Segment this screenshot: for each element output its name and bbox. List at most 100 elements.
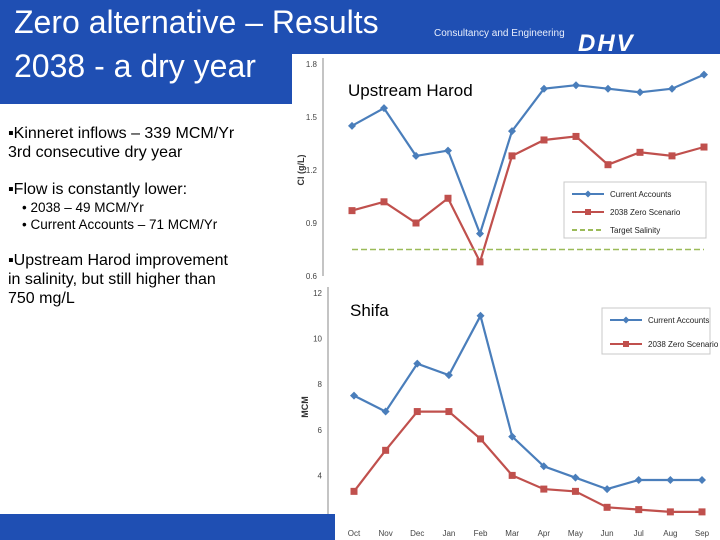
data-point <box>603 503 611 511</box>
slide-title: Zero alternative – Results 2038 - a dry … <box>14 4 379 84</box>
data-point <box>698 508 706 516</box>
data-point <box>571 473 580 482</box>
y-tick-label: 10 <box>313 335 322 344</box>
y-tick-label: 1.5 <box>306 113 318 122</box>
company-tagline: Consultancy and Engineering <box>434 28 565 39</box>
y-tick-label: 1.2 <box>306 166 318 175</box>
chart-title: Upstream Harod <box>348 81 473 100</box>
legend-label: Current Accounts <box>610 190 671 199</box>
data-point <box>476 229 484 238</box>
bullet-harod-cont: in salinity, but still higher than <box>8 271 216 288</box>
y-tick-label: 8 <box>318 380 323 389</box>
y-axis-label: MCM <box>300 396 310 418</box>
data-point <box>666 475 675 484</box>
data-point <box>540 136 548 144</box>
data-point <box>698 475 706 484</box>
x-tick-label: Jun <box>601 529 614 538</box>
data-point <box>604 84 612 93</box>
legend-marker <box>584 190 592 198</box>
x-tick-label: Sep <box>695 529 710 538</box>
company-logo: DHV <box>578 30 635 57</box>
x-tick-label: Nov <box>379 529 393 538</box>
data-point <box>700 70 708 79</box>
data-point <box>413 408 421 416</box>
chart-shifa: 24681012MCMOctNovDecJanFebMarAprMayJunJu… <box>292 286 720 540</box>
series-line <box>351 135 705 265</box>
y-axis-label: Cl (g/L) <box>296 155 306 186</box>
data-point <box>348 207 356 215</box>
data-point <box>572 81 580 90</box>
data-point <box>636 148 644 156</box>
data-point <box>476 311 485 320</box>
data-point <box>636 88 644 97</box>
data-point <box>634 475 643 484</box>
legend-label: Target Salinity <box>610 226 660 235</box>
chart-upstream-harod: 0.6 0.9 1.2 1.5 1.8 Cl (g/L) Upstream Harod Cur… <box>292 54 720 290</box>
data-point <box>666 508 674 516</box>
data-point <box>572 132 580 140</box>
chart-title: Shifa <box>350 301 389 320</box>
legend-marker <box>622 316 630 324</box>
x-tick-label: Jul <box>634 529 644 538</box>
data-point <box>700 143 708 151</box>
legend-marker <box>623 341 629 347</box>
data-point <box>444 194 452 202</box>
x-tick-label: Mar <box>505 529 519 538</box>
data-point <box>381 407 390 416</box>
y-tick-label: 12 <box>313 289 322 298</box>
data-point <box>445 408 453 416</box>
sub-bullet-current: • Current Accounts – 71 MCM/Yr <box>22 217 218 232</box>
data-point <box>444 371 453 380</box>
x-tick-label: Oct <box>348 529 361 538</box>
data-point <box>477 435 485 443</box>
data-point <box>604 161 612 169</box>
sub-bullet-2038: • 2038 – 49 MCM/Yr <box>22 200 144 215</box>
legend-label: 2038 Zero Scenario <box>648 340 719 349</box>
legend-label: 2038 Zero Scenario <box>610 208 681 217</box>
bullet-harod: ▪Upstream Harod improvement <box>8 252 228 269</box>
data-point <box>540 84 548 93</box>
data-point <box>382 446 390 454</box>
data-point <box>444 146 452 155</box>
bullet-harod-cont2: 750 mg/L <box>8 290 75 307</box>
legend-box <box>601 307 711 355</box>
y-tick-label: 1.8 <box>306 60 318 69</box>
data-point <box>635 506 643 514</box>
data-point <box>350 391 358 400</box>
y-tick-label: 6 <box>318 426 323 435</box>
bullet-list: ▪Kinneret inflows – 339 MCM/Yr 3rd conse… <box>8 124 293 308</box>
y-tick-label: 0.9 <box>306 219 318 228</box>
x-tick-label: Apr <box>538 529 551 538</box>
data-point <box>348 121 356 130</box>
data-point <box>603 485 612 494</box>
data-point <box>412 151 420 160</box>
y-tick-label: 0.6 <box>306 272 318 281</box>
x-tick-label: Dec <box>410 529 424 538</box>
data-point <box>508 471 516 479</box>
data-point <box>380 198 388 206</box>
legend-label: Current Accounts <box>648 316 709 325</box>
data-point <box>476 258 484 266</box>
x-tick-label: May <box>568 529 583 538</box>
data-point <box>571 487 579 495</box>
data-point <box>508 152 516 160</box>
data-point <box>413 359 422 368</box>
data-point <box>412 219 420 227</box>
data-point <box>668 84 676 93</box>
data-point <box>540 485 548 493</box>
x-tick-label: Feb <box>474 529 488 538</box>
x-tick-label: Jan <box>442 529 455 538</box>
footer-bar <box>0 514 335 540</box>
data-point <box>539 462 548 471</box>
legend-marker <box>585 209 591 215</box>
data-point <box>508 127 516 136</box>
data-point <box>380 104 388 113</box>
bullet-inflows: ▪Kinneret inflows – 339 MCM/Yr <box>8 125 235 142</box>
data-point <box>350 487 358 495</box>
bullet-flow: ▪Flow is constantly lower: <box>8 181 188 198</box>
data-point <box>668 152 676 160</box>
x-tick-label: Aug <box>663 529 677 538</box>
bullet-inflows-cont: 3rd consecutive dry year <box>8 144 183 161</box>
series-line <box>353 410 702 513</box>
series-line <box>353 312 702 491</box>
